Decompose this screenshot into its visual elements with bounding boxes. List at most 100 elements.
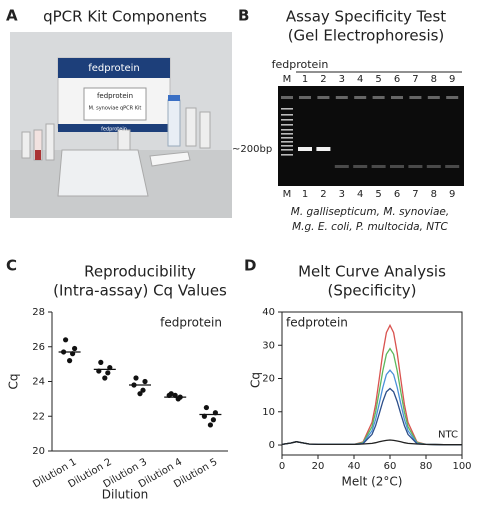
gel-well bbox=[281, 96, 293, 99]
panel-label: D bbox=[244, 257, 256, 275]
data-point bbox=[140, 387, 146, 393]
y-tick-label: 0 bbox=[269, 440, 275, 451]
gel-well bbox=[391, 96, 403, 99]
x-tick-label: 20 bbox=[312, 461, 325, 472]
ladder-band bbox=[281, 108, 293, 110]
gel-well bbox=[354, 96, 367, 99]
ladder-band bbox=[281, 145, 293, 147]
panel-title: (Intra-assay) Cq Values bbox=[53, 282, 227, 300]
gel-band bbox=[390, 165, 404, 168]
lane-label: 8 bbox=[431, 74, 437, 85]
gel-well bbox=[335, 96, 348, 99]
gel-brand: fedprotein bbox=[272, 58, 329, 71]
gel-band bbox=[426, 165, 441, 168]
gel-band bbox=[445, 165, 460, 168]
lane-label: 9 bbox=[449, 74, 455, 85]
panel-title: Melt Curve Analysis bbox=[298, 263, 446, 281]
ladder-band bbox=[281, 141, 293, 143]
y-tick-label: 24 bbox=[32, 377, 45, 388]
melt-curve bbox=[281, 387, 462, 446]
gel-well bbox=[372, 96, 385, 99]
data-point bbox=[175, 396, 181, 402]
box-footer: fedprotein bbox=[101, 127, 127, 133]
data-point bbox=[203, 404, 209, 411]
gel-band bbox=[353, 165, 368, 168]
lane-label: 3 bbox=[339, 74, 345, 85]
gel-band bbox=[371, 165, 386, 168]
lane-label: 6 bbox=[394, 189, 400, 200]
melt-curve bbox=[281, 439, 462, 446]
data-point bbox=[131, 382, 137, 388]
x-tick-label: 0 bbox=[279, 461, 285, 472]
ladder-band bbox=[281, 133, 293, 135]
data-point bbox=[133, 375, 139, 381]
x-tick-label: 80 bbox=[420, 461, 433, 472]
data-point bbox=[201, 413, 207, 419]
ladder-band bbox=[281, 114, 293, 116]
lane-label: 1 bbox=[302, 189, 308, 200]
data-point bbox=[172, 392, 178, 398]
data-point bbox=[102, 375, 108, 381]
data-point bbox=[70, 351, 76, 357]
box-label: M. synoviae qPCR Kit bbox=[89, 106, 142, 112]
y-tick-label: 22 bbox=[32, 411, 45, 422]
gel-well bbox=[427, 96, 440, 99]
gel-band bbox=[316, 147, 331, 151]
lane-label: 2 bbox=[320, 74, 326, 85]
panel-title: Assay Specificity Test bbox=[286, 8, 446, 26]
lane-label: 2 bbox=[320, 189, 326, 200]
data-point bbox=[61, 349, 67, 355]
panel-label: C bbox=[6, 257, 17, 275]
y-axis-title: Cq bbox=[7, 374, 21, 390]
gel-caption: M.g. E. coli, P. multocida, NTC bbox=[292, 221, 448, 233]
lane-label: 6 bbox=[394, 74, 400, 85]
gel-image bbox=[278, 86, 464, 186]
data-point bbox=[137, 391, 143, 397]
lane-label: 7 bbox=[412, 74, 418, 85]
data-point bbox=[212, 410, 218, 416]
ladder-band bbox=[281, 154, 293, 156]
box-brand: fedprotein bbox=[88, 63, 140, 74]
y-tick-label: 30 bbox=[262, 340, 275, 351]
lane-label: 4 bbox=[357, 189, 363, 200]
panel-label: B bbox=[238, 7, 249, 25]
x-tick-label: 60 bbox=[384, 461, 397, 472]
y-tick-label: 20 bbox=[262, 374, 275, 385]
ladder-band bbox=[281, 124, 293, 126]
y-tick-label: 28 bbox=[32, 307, 45, 318]
lane-label: M bbox=[283, 189, 292, 200]
gel-band bbox=[298, 147, 312, 151]
panel-title: qPCR Kit Components bbox=[43, 8, 207, 26]
panel-title: (Specificity) bbox=[327, 282, 416, 300]
lane-label: 9 bbox=[449, 189, 455, 200]
lane-label: 3 bbox=[339, 189, 345, 200]
box-label: fedprotein bbox=[97, 92, 133, 100]
data-point bbox=[67, 358, 73, 364]
gel-well bbox=[317, 96, 330, 99]
gel-well bbox=[299, 96, 311, 99]
ladder-band bbox=[281, 137, 293, 139]
y-tick-label: 40 bbox=[262, 307, 275, 318]
ladder-band bbox=[281, 149, 293, 151]
gel-caption: M. gallisepticum, M. synoviae, bbox=[291, 206, 449, 218]
lane-label: 5 bbox=[375, 74, 381, 85]
lane-label: 5 bbox=[375, 189, 381, 200]
gel-well bbox=[446, 96, 459, 99]
panel-label: A bbox=[6, 7, 18, 25]
kit-photo bbox=[10, 32, 232, 218]
series-label: NTC bbox=[438, 430, 458, 441]
data-point bbox=[63, 337, 69, 343]
size-marker: ~200bp bbox=[232, 144, 272, 155]
annotation: fedprotein bbox=[286, 316, 348, 330]
data-point bbox=[210, 417, 216, 423]
x-tick-label: 40 bbox=[348, 461, 361, 472]
lane-label: 4 bbox=[357, 74, 363, 85]
gel-band bbox=[334, 165, 349, 168]
ladder-band bbox=[281, 119, 293, 121]
y-tick-label: 10 bbox=[262, 407, 275, 418]
gel-well bbox=[409, 96, 422, 99]
lane-label: M bbox=[283, 74, 292, 85]
data-point bbox=[72, 345, 78, 352]
y-axis-title: Cq bbox=[249, 372, 263, 388]
